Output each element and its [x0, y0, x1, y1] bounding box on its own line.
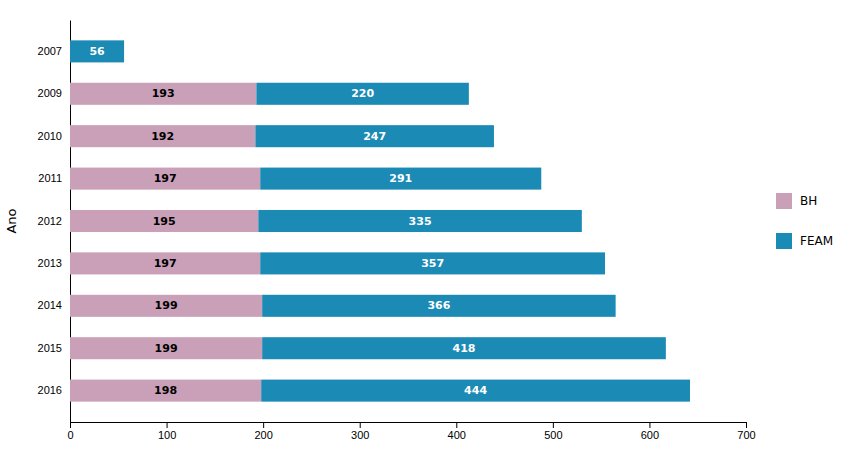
data-label: 291 — [389, 172, 412, 185]
bar — [70, 40, 124, 62]
x-tick: 200 — [254, 422, 272, 441]
bar — [70, 83, 256, 105]
x-tick: 600 — [641, 422, 659, 441]
x-tick-mark — [456, 422, 457, 428]
x-tick-mark — [746, 422, 747, 428]
bar — [256, 83, 468, 105]
x-axis: 0 100 200 300 400 500 600 700 — [67, 422, 755, 441]
bar — [70, 380, 261, 402]
series-1 — [70, 40, 690, 401]
data-label: 56 — [89, 45, 105, 58]
x-tick: 100 — [158, 422, 176, 441]
y-tick-label: 2016 — [38, 384, 62, 396]
bar — [260, 252, 605, 274]
y-tick: 2012 — [38, 215, 62, 227]
plot: 0100200300400500600700200720092010201120… — [4, 21, 756, 441]
data-label: 444 — [464, 384, 487, 397]
x-tick: 700 — [737, 422, 755, 441]
bars — [70, 40, 690, 401]
y-tick: 2011 — [38, 172, 62, 184]
legend-item: BH — [776, 193, 817, 209]
x-tick-label: 0 — [67, 429, 73, 441]
legend-label: BH — [800, 194, 817, 208]
bar — [70, 168, 260, 190]
data-label: 198 — [154, 384, 177, 397]
y-tick: 2009 — [38, 87, 62, 99]
data-labels: 193 192 197 195 197 199 199 198 56 220 247 291 335 35… — [89, 45, 487, 397]
x-tick-mark — [167, 422, 168, 428]
y-tick-label: 2007 — [38, 45, 62, 57]
x-tick-mark — [263, 422, 264, 428]
y-tick: 2007 — [38, 45, 62, 57]
x-tick-mark — [649, 422, 650, 428]
y-tick-label: 2014 — [38, 299, 62, 311]
x-tick-label: 700 — [737, 429, 755, 441]
x-tick-label: 500 — [544, 429, 562, 441]
legend-item: FEAM — [776, 233, 833, 249]
chart: 0100200300400500600700200720092010201120… — [0, 0, 856, 462]
bar — [258, 210, 582, 232]
data-label: 220 — [351, 87, 374, 100]
bar — [261, 380, 690, 402]
y-tick: 2013 — [38, 257, 62, 269]
data-label: 193 — [152, 87, 175, 100]
x-tick: 300 — [351, 422, 369, 441]
y-tick-label: 2010 — [38, 130, 62, 142]
x-tick-label: 100 — [158, 429, 176, 441]
bar — [70, 337, 262, 359]
y-tick-label: 2011 — [38, 172, 62, 184]
x-tick-label: 400 — [448, 429, 466, 441]
data-label: 199 — [155, 342, 178, 355]
bar — [262, 295, 615, 317]
y-axis: 2007 2009 2010 2011 2012 2013 2014 2015 2016 — [38, 21, 71, 423]
data-label: 199 — [155, 299, 178, 312]
x-tick-mark — [360, 422, 361, 428]
data-label: 197 — [154, 172, 177, 185]
bar — [255, 125, 494, 147]
bar — [70, 210, 258, 232]
bar — [70, 252, 260, 274]
x-tick: 0 — [67, 422, 73, 441]
y-tick: 2010 — [38, 130, 62, 142]
legend-swatch — [776, 193, 792, 209]
x-tick-mark — [70, 422, 71, 428]
data-label: 197 — [154, 257, 177, 270]
bar — [70, 295, 262, 317]
x-tick-label: 200 — [254, 429, 272, 441]
x-tick-label: 300 — [351, 429, 369, 441]
legend-swatch — [776, 233, 792, 249]
legend-label: FEAM — [800, 234, 833, 248]
x-tick-mark — [553, 422, 554, 428]
data-label: 366 — [427, 299, 450, 312]
data-label: 335 — [409, 215, 432, 228]
y-tick: 2016 — [38, 384, 62, 396]
data-label: 192 — [151, 130, 174, 143]
series-0 — [70, 83, 262, 402]
x-tick-label: 600 — [641, 429, 659, 441]
bar — [70, 125, 255, 147]
x-axis-line — [71, 423, 747, 429]
bar — [260, 168, 541, 190]
y-tick: 2015 — [38, 342, 62, 354]
y-tick: 2014 — [38, 299, 62, 311]
data-label: 418 — [453, 342, 476, 355]
legend: BH FEAM — [776, 193, 833, 249]
y-tick-label: 2012 — [38, 215, 62, 227]
y-tick-label: 2009 — [38, 87, 62, 99]
bar — [262, 337, 666, 359]
x-tick: 500 — [544, 422, 562, 441]
data-label: 195 — [153, 215, 176, 228]
x-tick: 400 — [448, 422, 466, 441]
y-axis-title: Ano — [4, 208, 19, 233]
y-tick-label: 2015 — [38, 342, 62, 354]
data-label: 357 — [421, 257, 444, 270]
data-label: 247 — [363, 130, 386, 143]
y-tick-label: 2013 — [38, 257, 62, 269]
